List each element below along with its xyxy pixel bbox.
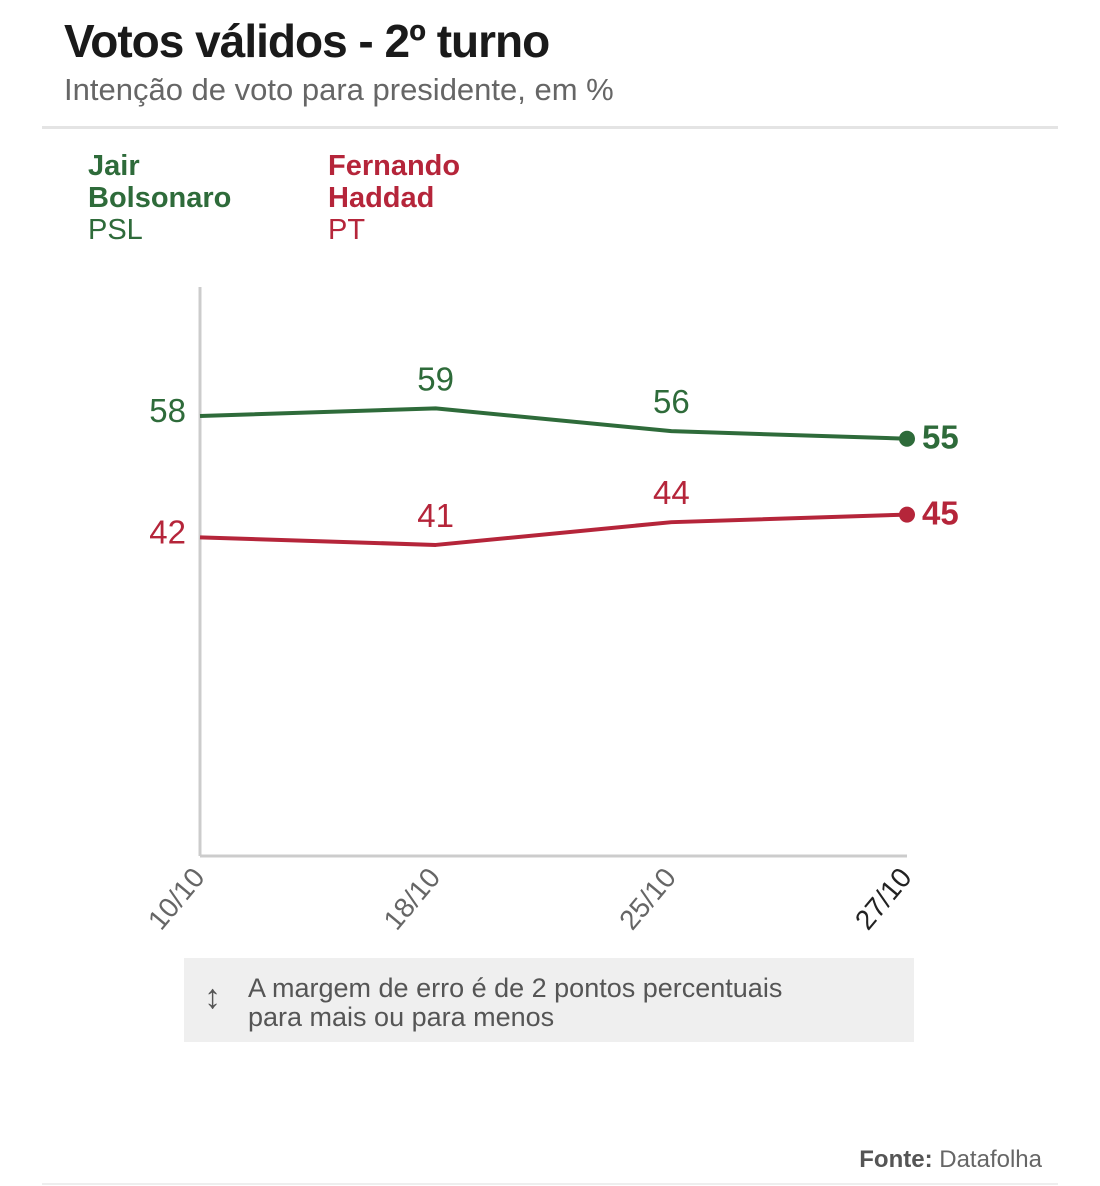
- series-line: [199, 406, 908, 441]
- legend-name: Haddad: [328, 182, 435, 214]
- series-line: [199, 512, 908, 547]
- x-tick-label: 18/10: [377, 862, 446, 936]
- data-label: 42: [149, 513, 186, 550]
- data-label: 59: [417, 360, 454, 397]
- legend-haddad: Fernando Haddad PT: [328, 150, 460, 246]
- up-down-arrow-icon: ↕: [204, 978, 221, 1016]
- note-line: para mais ou para menos: [248, 1002, 555, 1032]
- data-point: [899, 430, 915, 447]
- legend-name: Bolsonaro: [88, 182, 232, 214]
- chart-title: Votos válidos - 2º turno: [64, 15, 550, 67]
- footer-divider: [42, 1183, 1058, 1185]
- x-tick-label: 25/10: [613, 862, 682, 936]
- legend-party: PSL: [88, 214, 143, 246]
- legend-name: Fernando: [328, 150, 461, 182]
- note-line: A margem de erro é de 2 pontos percentua…: [248, 973, 783, 1003]
- data-point: [899, 506, 915, 523]
- source-value: Datafolha: [939, 1146, 1042, 1173]
- chart-subtitle: Intenção de voto para presidente, em %: [64, 72, 614, 107]
- data-label: 45: [922, 495, 959, 532]
- margin-of-error-note: ↕ A margem de erro é de 2 pontos percent…: [184, 958, 914, 1042]
- legend-bolsonaro: Jair Bolsonaro PSL: [88, 150, 231, 246]
- source: Fonte: Datafolha: [859, 1146, 1042, 1174]
- data-label: 55: [922, 419, 959, 456]
- data-label: 44: [653, 474, 690, 511]
- x-tick-label: 27/10: [849, 862, 918, 936]
- data-label: 56: [653, 383, 690, 420]
- legend-name: Jair: [88, 150, 140, 182]
- x-tick-label: 10/10: [142, 862, 211, 936]
- data-label: 41: [417, 497, 454, 534]
- data-label: 58: [149, 392, 186, 429]
- legend-party: PT: [328, 214, 366, 246]
- header-divider: [42, 126, 1058, 129]
- source-label: Fonte:: [859, 1146, 933, 1173]
